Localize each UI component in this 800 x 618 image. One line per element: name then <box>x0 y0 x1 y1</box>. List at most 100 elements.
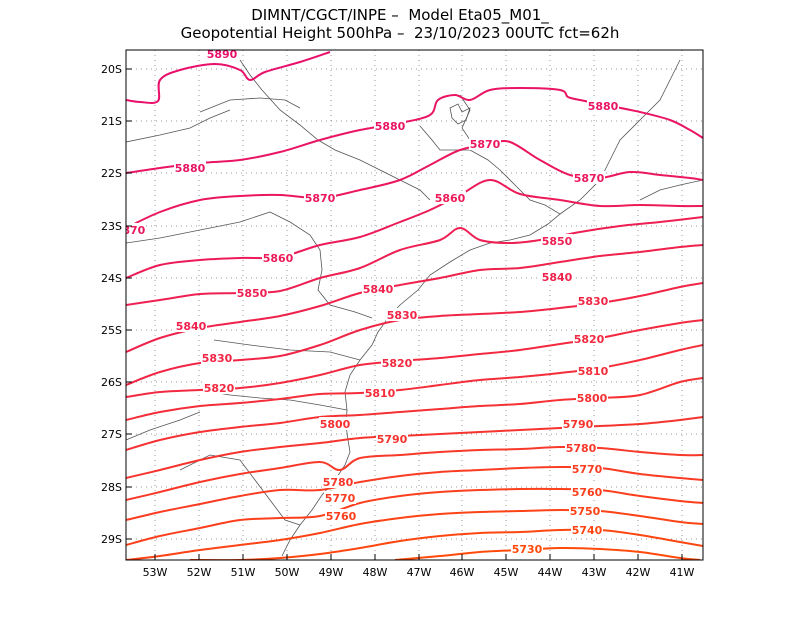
state-border <box>213 339 361 361</box>
contour-label-bg <box>573 332 605 345</box>
contour-label-5790: 5790 <box>377 433 408 446</box>
contour-label-bg <box>571 462 603 475</box>
lon-tick-label: 44W <box>538 566 563 579</box>
lon-tick-label: 51W <box>231 566 256 579</box>
contour-label-bg <box>262 251 294 264</box>
contour-labels: 5890 5880 5880 5880 5870 5870 5870 5870 5860 5860… <box>115 48 619 556</box>
contour-5730 <box>394 546 701 560</box>
lat-tick-label: 20S <box>101 63 122 76</box>
state-border <box>269 211 373 319</box>
contour-5780 <box>126 445 703 501</box>
contour-5790 <box>126 416 703 479</box>
contour-5890 <box>126 51 331 104</box>
state-border <box>199 97 301 113</box>
contour-label-5820: 5820 <box>382 357 413 370</box>
coastline-borders <box>126 59 703 557</box>
contour-label-5760: 5760 <box>326 510 357 523</box>
lake <box>449 103 471 125</box>
map-grid <box>126 50 703 560</box>
contour-label-bg <box>174 161 206 174</box>
contour-label-5800: 5800 <box>320 418 351 431</box>
contour-label-5780: 5780 <box>566 442 597 455</box>
lon-tick-label: 50W <box>275 566 300 579</box>
contour-label-bg <box>577 294 609 307</box>
contour-5840 <box>126 244 703 353</box>
contour-label-5770: 5770 <box>325 492 356 505</box>
contour-label-5830: 5830 <box>387 309 418 322</box>
contour-5740 <box>190 528 703 560</box>
lat-tick-label: 28S <box>101 481 122 494</box>
contour-5870 <box>126 139 703 229</box>
contour-label-bg <box>201 351 233 364</box>
contour-label-5870: 5870 <box>470 138 501 151</box>
lat-tick-label: 21S <box>101 115 122 128</box>
contour-label-5870: 5870 <box>574 172 605 185</box>
contour-label-5770: 5770 <box>572 463 603 476</box>
contour-label-5810: 5810 <box>578 365 609 378</box>
contour-label-bg <box>206 50 238 60</box>
contour-label-bg <box>203 381 235 394</box>
contour-label-bg <box>469 137 501 150</box>
map-title-line1: DIMNT/CGCT/INPE – Model Eta05_M01_ <box>251 6 549 24</box>
lat-tick-label: 29S <box>101 533 122 546</box>
contour-label-bg <box>573 171 605 184</box>
contour-5850 <box>126 216 703 306</box>
contour-label-5870: 5870 <box>305 192 336 205</box>
contour-label-bg <box>362 282 394 295</box>
contour-label-5870: 5870 <box>115 224 146 237</box>
contour-label-5740: 5740 <box>572 524 603 537</box>
contour-label-5840: 5840 <box>176 320 207 333</box>
state-border <box>126 411 201 441</box>
state-border <box>179 454 301 526</box>
lon-tick-label: 46W <box>450 566 475 579</box>
lat-tick-label: 23S <box>101 220 122 233</box>
contour-label-bg <box>319 417 351 430</box>
coastline <box>281 125 561 557</box>
contour-label-bg <box>374 119 406 132</box>
contour-label-bg <box>571 485 603 498</box>
lat-tick-label: 22S <box>101 167 122 180</box>
state-border <box>126 109 231 143</box>
map-title-line2: Geopotential Height 500hPa – 23/10/2023 … <box>180 24 620 42</box>
contour-label-5790: 5790 <box>563 418 594 431</box>
contour-label-5880: 5880 <box>375 120 406 133</box>
contour-label-5850: 5850 <box>237 287 268 300</box>
contour-label-bg <box>511 542 543 555</box>
contour-5880 <box>126 86 703 174</box>
contour-label-bg <box>576 391 608 404</box>
contour-label-bg <box>577 364 609 377</box>
contour-label-5890: 5890 <box>207 48 238 61</box>
contour-label-bg <box>322 475 354 488</box>
lat-tick-label: 26S <box>101 376 122 389</box>
contour-5800 <box>126 377 703 451</box>
contour-5760 <box>126 487 703 546</box>
contour-label-5840: 5840 <box>542 271 573 284</box>
contour-label-5800: 5800 <box>577 392 608 405</box>
contour-label-bg <box>175 319 207 332</box>
contour-label-5860: 5860 <box>435 192 466 205</box>
lon-tick-label: 47W <box>407 566 432 579</box>
contour-label-bg <box>541 234 573 247</box>
lon-tick-label: 42W <box>626 566 651 579</box>
lon-tick-label: 49W <box>319 566 344 579</box>
state-border <box>126 211 271 244</box>
state-border <box>559 59 681 215</box>
lat-tick-label: 27S <box>101 428 122 441</box>
map-frame <box>125 49 704 561</box>
contour-label-bg <box>324 491 356 504</box>
lon-tick-label: 45W <box>494 566 519 579</box>
contour-label-bg <box>565 441 597 454</box>
contour-label-bg <box>541 270 573 283</box>
axis-ticks: 53W 52W 51W 50W 49W 48W 47W 46W 45W 44W 43W 42W 41W 2… <box>101 63 695 579</box>
state-border <box>239 59 431 201</box>
lon-tick-label: 43W <box>582 566 607 579</box>
contour-label-5850: 5850 <box>542 235 573 248</box>
lon-tick-label: 41W <box>670 566 695 579</box>
contour-label-5760: 5760 <box>572 486 603 499</box>
contour-label-bg <box>236 286 268 299</box>
contour-label-5880: 5880 <box>175 162 206 175</box>
contour-label-bg <box>434 191 466 204</box>
lon-tick-label: 53W <box>143 566 168 579</box>
contour-label-bg <box>376 432 408 445</box>
